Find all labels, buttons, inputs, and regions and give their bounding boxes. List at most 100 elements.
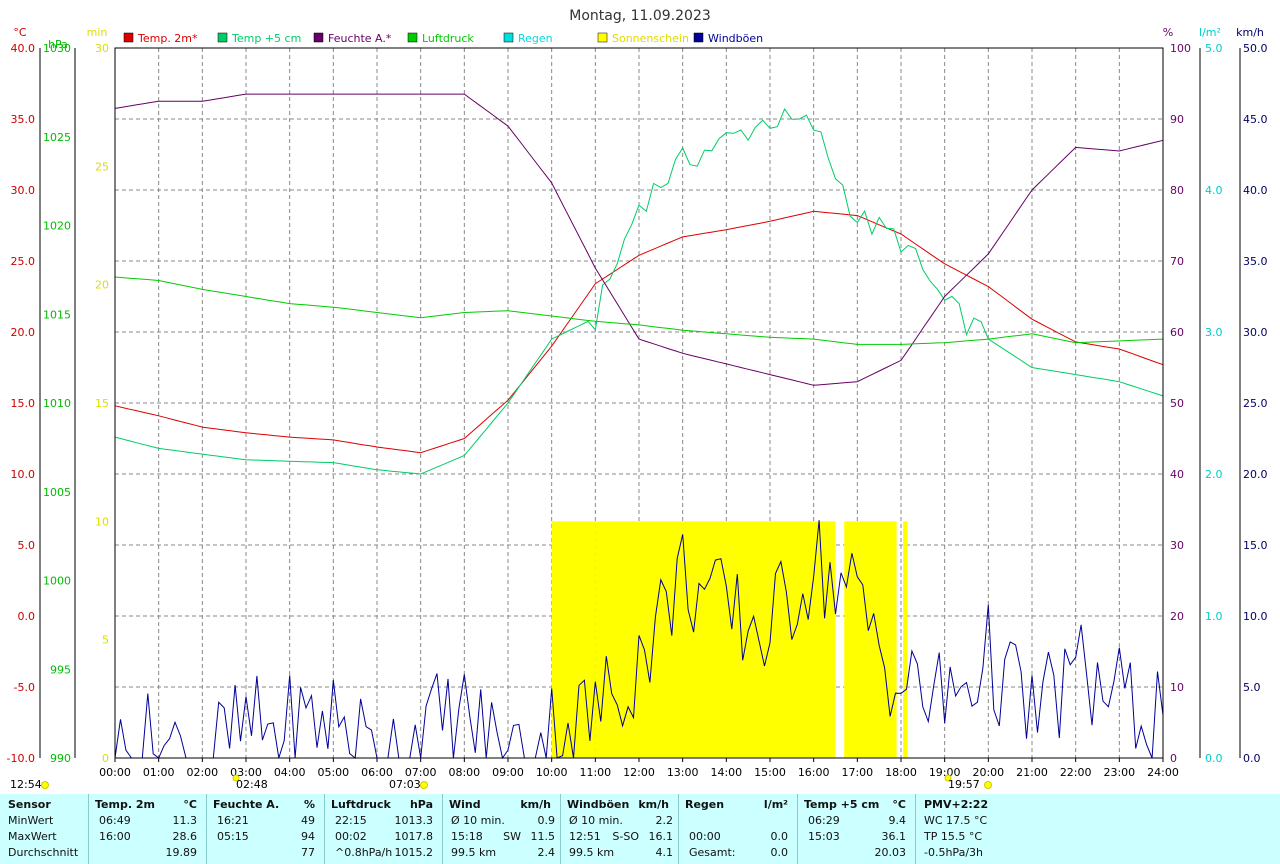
summary-sensor: Sensor MinWert MaxWert Durchschnitt <box>0 794 88 864</box>
legend-label: Feuchte A.* <box>328 32 392 45</box>
humidity-tick-label: 60 <box>1170 326 1184 339</box>
summary-row: Ø 10 min. 0.9 <box>443 813 561 829</box>
summary-cell: l/m² <box>763 798 788 811</box>
summary-header: Feuchte A.% <box>207 797 325 813</box>
pressure-tick-label: 990 <box>50 752 71 765</box>
humidity-unit: % <box>1163 26 1173 39</box>
chart-legend: Temp. 2m* Temp +5 cm Feuchte A.* Luftdruck R… <box>123 32 763 45</box>
weather-chart: Montag, 11.09.2023 Temp. 2m* Temp +5 cm Fe… <box>6 8 1268 791</box>
legend-swatch <box>313 32 324 43</box>
pressure-unit: hPa <box>48 38 68 51</box>
summary-cell: 15:03 <box>808 830 840 843</box>
legend-swatch <box>597 32 608 43</box>
summary-windboeen: Windböen km/h Ø 10 min. 2.2 12:51 S-SO 16.1 99.… <box>560 794 679 864</box>
summary-row: Durchschnitt <box>0 845 88 861</box>
summary-header: Sensor <box>0 797 88 813</box>
sunset-time: 19:57 <box>948 778 980 791</box>
summary-cell: 05:15 <box>217 830 249 843</box>
summary-cell: 99.5 km <box>451 846 497 859</box>
sunshine-bar <box>770 521 836 758</box>
summary-cell: S-SO <box>612 830 639 843</box>
summary-table: Sensor MinWert MaxWert Durchschnitt Temp. 2m… <box>0 794 1280 864</box>
summary-cell: Durchschnitt <box>8 846 79 859</box>
legend-label: Temp. 2m* <box>137 32 198 45</box>
sun-tick-label: 30 <box>95 42 109 55</box>
chart-title: Montag, 11.09.2023 <box>569 8 711 24</box>
moonset-time: 02:48 <box>236 778 268 791</box>
summary-cell: 49 <box>301 814 315 827</box>
summary-cell: 22:15 <box>335 814 367 827</box>
summary-cell: 15:18 <box>451 830 483 843</box>
sun-tick-label: 25 <box>95 160 109 173</box>
summary-row <box>679 813 798 829</box>
temp-tick-label: 30.0 <box>11 184 36 197</box>
temp-tick-label: 10.0 <box>11 468 36 481</box>
pressure-tick-label: 1000 <box>43 575 71 588</box>
rain-tick-label: 5.0 <box>1205 42 1223 55</box>
summary-cell: 2.4 <box>537 846 556 859</box>
summary-row: 15:03 36.1 <box>798 829 916 845</box>
x-tick-label: 22:00 <box>1060 766 1092 779</box>
wind-unit: km/h <box>1236 26 1264 39</box>
summary-cell: 12:51 <box>569 830 601 843</box>
x-tick-label: 21:00 <box>1016 766 1048 779</box>
sun-moon-markers: 12:54 02:48 07:03 19:57 <box>10 774 992 791</box>
summary-cell: °C <box>183 798 197 811</box>
summary-pmv: PMV+2:22 WC 17.5 °C TP 15.5 °C -0.5hPa/3h <box>915 794 1036 864</box>
summary-regen: Regen l/m² 00:00 0.0 Gesamt: 0.0 <box>678 794 798 864</box>
summary-header: PMV+2:22 <box>916 797 1036 813</box>
legend-label: Regen <box>518 32 553 45</box>
summary-cell: 16:00 <box>99 830 131 843</box>
wind-tick-label: 35.0 <box>1243 255 1268 268</box>
summary-cell: 36.1 <box>881 830 907 843</box>
legend-label: Windböen <box>708 32 763 45</box>
temp-tick-label: 15.0 <box>11 397 36 410</box>
summary-temp5cm: Temp +5 cm °C 06:29 9.4 15:03 36.1 20.03 <box>797 794 916 864</box>
summary-cell: 77 <box>301 846 315 859</box>
summary-cell: SW <box>503 830 521 843</box>
summary-cell: 00:02 <box>335 830 367 843</box>
x-tick-label: 12:00 <box>623 766 655 779</box>
summary-row: MaxWert <box>0 829 88 845</box>
summary-cell: 99.5 km <box>569 846 615 859</box>
pressure-tick-label: 995 <box>50 663 71 676</box>
summary-cell: Ø 10 min. <box>569 814 623 827</box>
summary-cell: Temp +5 cm <box>804 798 880 811</box>
x-tick-label: 02:00 <box>186 766 218 779</box>
summary-row: 19.89 <box>89 845 207 861</box>
rain-tick-label: 0.0 <box>1205 752 1223 765</box>
wind-tick-label: 30.0 <box>1243 326 1268 339</box>
sunshine-bars <box>551 521 908 758</box>
legend-swatch <box>503 32 514 43</box>
rain-tick-label: 1.0 <box>1205 610 1223 623</box>
series-line <box>114 276 1164 345</box>
sunset-moon-icon <box>944 774 952 782</box>
summary-row: WC 17.5 °C <box>916 813 1036 829</box>
summary-header: Regen l/m² <box>679 797 798 813</box>
summary-row: 20.03 <box>798 845 916 861</box>
sun-tick-label: 0 <box>102 752 109 765</box>
summary-cell: -0.5hPa/3h <box>924 846 983 859</box>
summary-cell: MinWert <box>8 814 54 827</box>
x-tick-label: 00:00 <box>99 766 131 779</box>
summary-cell: Regen <box>685 798 725 811</box>
x-tick-label: 07:00 <box>405 766 437 779</box>
summary-cell: 4.1 <box>655 846 674 859</box>
wind-tick-label: 25.0 <box>1243 397 1268 410</box>
sun-tick-label: 15 <box>95 397 109 410</box>
humidity-tick-label: 10 <box>1170 681 1184 694</box>
wind-tick-label: 50.0 <box>1243 42 1268 55</box>
summary-cell: Ø 10 min. <box>451 814 505 827</box>
summary-cell: 0.0 <box>770 830 789 843</box>
humidity-tick-label: 20 <box>1170 610 1184 623</box>
series-line <box>114 93 1164 386</box>
temp-tick-label: -5.0 <box>14 681 35 694</box>
x-tick-label: 24:00 <box>1147 766 1179 779</box>
wind-tick-label: 0.0 <box>1243 752 1261 765</box>
summary-row: ^0.8hPa/h 1015.2 <box>325 845 443 861</box>
summary-cell: hPa <box>409 798 433 811</box>
summary-row: 00:00 0.0 <box>679 829 798 845</box>
sunrise-icon <box>420 781 428 789</box>
summary-cell: 00:00 <box>689 830 721 843</box>
summary-cell: 16:21 <box>217 814 249 827</box>
